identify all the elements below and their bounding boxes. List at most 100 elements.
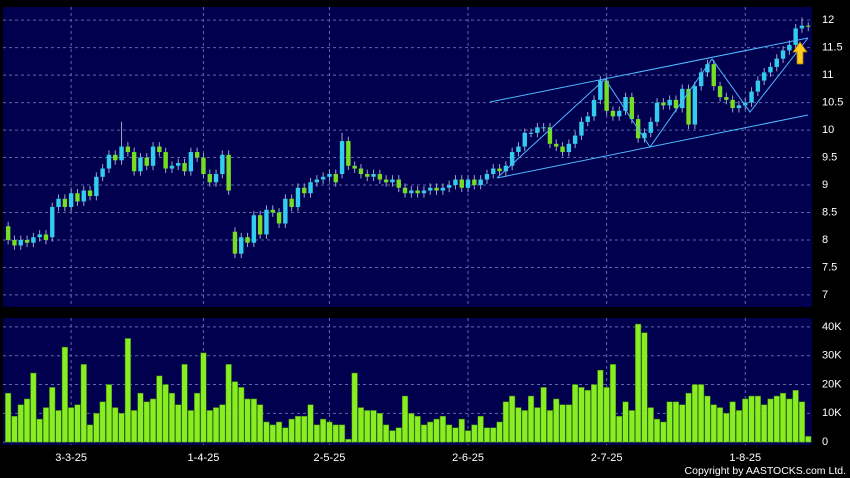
candle-body	[497, 168, 502, 172]
volume-bar	[383, 424, 390, 443]
candle-body	[705, 64, 710, 73]
volume-bar	[471, 424, 478, 443]
volume-bar	[679, 404, 686, 443]
candle-body	[566, 143, 572, 153]
volume-bar	[49, 387, 56, 443]
candle-body	[409, 190, 414, 194]
volume-bar	[691, 384, 698, 443]
candle-body	[43, 234, 49, 240]
volume-bar	[597, 369, 604, 443]
candle-body	[522, 132, 527, 147]
candle-body	[169, 165, 175, 169]
candle-body	[591, 99, 597, 117]
volume-bar	[74, 404, 81, 443]
volume-bar	[87, 424, 94, 443]
volume-bar	[24, 398, 31, 443]
volume-bar	[584, 390, 591, 443]
candle-body	[295, 187, 301, 207]
volume-bar	[521, 410, 528, 443]
candle-body	[320, 176, 326, 180]
candle-body	[100, 168, 105, 177]
candle-body	[724, 97, 729, 100]
volume-bar	[231, 381, 238, 443]
volume-bar	[780, 392, 787, 443]
volume-bar	[11, 415, 18, 443]
candle-body	[119, 146, 124, 161]
volume-bar	[364, 410, 371, 443]
candle-body	[743, 102, 748, 106]
candle-body	[768, 66, 773, 73]
candle-body	[18, 239, 23, 246]
y-tick-label: 10K	[822, 407, 842, 419]
candle-body	[667, 99, 672, 106]
candle-body	[163, 152, 168, 169]
candle-body	[661, 102, 666, 106]
volume-bar	[131, 410, 138, 443]
volume-bar	[288, 418, 295, 443]
volume-bar	[786, 398, 793, 443]
candle-body	[560, 146, 565, 153]
volume-bar	[767, 398, 774, 443]
volume-bar	[68, 407, 75, 443]
candle-body	[629, 97, 635, 120]
y-tick-label: 8.5	[822, 206, 837, 218]
volume-bar	[528, 395, 535, 443]
candle-body	[188, 152, 194, 172]
candle-body	[396, 179, 401, 188]
zigzag-line	[496, 37, 809, 179]
candle-body	[314, 179, 320, 183]
channel-upper	[489, 37, 809, 103]
candle-body	[749, 91, 754, 103]
candle-body	[138, 157, 143, 172]
volume-bar	[439, 415, 446, 443]
candle-body	[352, 165, 357, 169]
candle-body	[680, 88, 685, 109]
volume-bar	[276, 421, 283, 443]
volume-bar	[565, 404, 572, 443]
copyright: Copyright by AASTOCKS.com Ltd.	[685, 465, 846, 477]
candle-body	[257, 215, 263, 235]
candle-body	[276, 212, 282, 224]
volume-bar	[320, 418, 327, 443]
volume-bar	[55, 410, 62, 443]
volume-bar	[742, 398, 749, 443]
volume-bar	[798, 401, 806, 443]
candle-body	[365, 174, 370, 177]
candle-body	[579, 121, 584, 136]
mark-layer	[5, 17, 812, 443]
candle-body	[440, 187, 446, 191]
volume-bar	[181, 364, 188, 443]
candle-body	[245, 237, 250, 243]
volume-bar	[238, 387, 245, 443]
candle-body	[604, 80, 609, 111]
volume-bar	[420, 424, 427, 443]
volume-bar	[754, 395, 761, 443]
candle-body	[150, 146, 156, 166]
volume-bar	[717, 407, 724, 443]
x-tick-label: 2-7-25	[591, 452, 623, 464]
volume-bar	[99, 401, 106, 443]
candle-body	[220, 154, 225, 175]
y-tick-label: 12	[822, 14, 834, 26]
volume-bar	[156, 375, 163, 443]
candle-body	[654, 102, 660, 122]
candle-body	[572, 135, 578, 144]
candle-body	[87, 190, 93, 197]
y-tick-label: 11	[822, 69, 833, 81]
volume-bar	[93, 413, 100, 443]
volume-bar	[150, 398, 157, 443]
candle-body	[623, 97, 628, 111]
candle-body	[283, 198, 288, 224]
volume-bar	[282, 427, 289, 443]
candle-body	[302, 187, 307, 194]
candle-body	[459, 179, 464, 188]
y-tick-label: 0	[822, 436, 828, 448]
candle-body	[37, 234, 42, 238]
candle-body	[717, 86, 723, 98]
volume-bar	[710, 404, 717, 443]
candle-body	[239, 237, 244, 254]
volume-bar	[105, 384, 113, 443]
candle-body	[711, 64, 716, 87]
candle-body	[698, 72, 704, 87]
candle-body	[736, 105, 742, 109]
